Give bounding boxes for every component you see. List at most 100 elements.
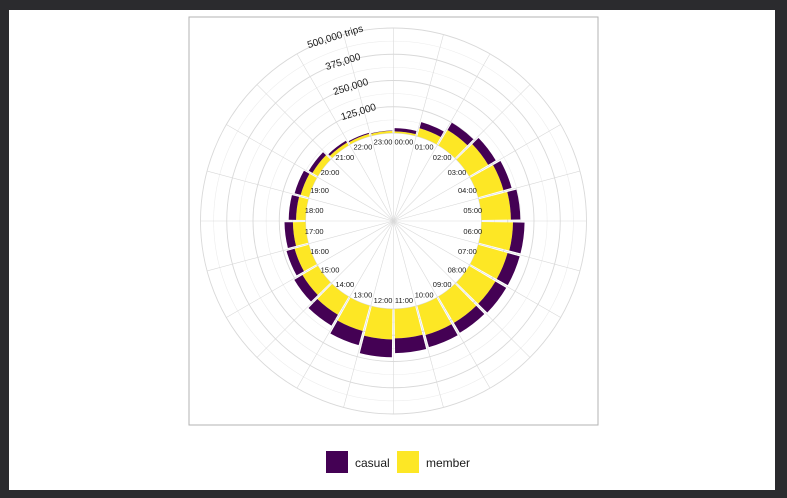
bar-member-01:00 bbox=[417, 128, 441, 145]
hour-label: 10:00 bbox=[415, 291, 434, 300]
hour-label: 04:00 bbox=[458, 186, 477, 195]
bar-casual-07:00 bbox=[496, 253, 520, 286]
legend-label-casual: casual bbox=[355, 456, 390, 470]
grid-spoke bbox=[393, 220, 444, 408]
hour-label: 01:00 bbox=[415, 143, 434, 152]
hour-label: 11:00 bbox=[395, 296, 413, 305]
grid-spoke bbox=[393, 170, 580, 222]
bar-casual-23:00 bbox=[371, 130, 393, 134]
hour-label: 08:00 bbox=[448, 265, 467, 274]
bar-member-08:00 bbox=[456, 265, 496, 304]
hour-label: 18:00 bbox=[305, 206, 324, 215]
hour-label: 15:00 bbox=[321, 265, 340, 274]
grid-spoke bbox=[207, 170, 394, 222]
bar-casual-17:00 bbox=[284, 222, 297, 248]
bar-member-06:00 bbox=[478, 222, 513, 251]
grid-spoke bbox=[393, 84, 531, 222]
bar-member-21:00 bbox=[329, 142, 349, 159]
bar-member-07:00 bbox=[470, 244, 508, 279]
bar-casual-22:00 bbox=[348, 132, 370, 143]
bar-casual-03:00 bbox=[472, 137, 496, 165]
bar-member-09:00 bbox=[438, 283, 477, 323]
grid-spoke bbox=[207, 220, 394, 272]
bar-casual-18:00 bbox=[288, 195, 300, 220]
grid-spoke bbox=[393, 53, 491, 222]
bar-casual-11:00 bbox=[394, 334, 427, 354]
bar-casual-21:00 bbox=[328, 140, 347, 156]
bar-member-03:00 bbox=[456, 144, 489, 177]
legend-key-member bbox=[397, 451, 419, 473]
bar-casual-09:00 bbox=[453, 305, 485, 333]
bar-casual-01:00 bbox=[419, 122, 444, 137]
grid-spoke bbox=[343, 34, 394, 222]
hour-label: 21:00 bbox=[335, 153, 354, 162]
grid-spoke bbox=[256, 220, 394, 358]
legend-label-member: member bbox=[426, 456, 470, 470]
bars-layer bbox=[284, 122, 525, 358]
bar-casual-16:00 bbox=[286, 248, 304, 276]
hour-label: 14:00 bbox=[335, 280, 354, 289]
bar-casual-06:00 bbox=[509, 222, 525, 254]
bar-casual-08:00 bbox=[478, 281, 507, 313]
bar-member-22:00 bbox=[349, 133, 370, 145]
bar-member-05:00 bbox=[478, 191, 511, 220]
hour-label: 06:00 bbox=[463, 227, 482, 236]
bar-casual-20:00 bbox=[308, 152, 327, 173]
legend: casual member bbox=[326, 451, 470, 473]
grid-spoke bbox=[393, 220, 531, 358]
bar-member-19:00 bbox=[300, 173, 317, 198]
bar-member-00:00 bbox=[394, 131, 416, 136]
hour-label: 16:00 bbox=[310, 247, 329, 256]
hour-label: 12:00 bbox=[374, 296, 393, 305]
hour-label: 00:00 bbox=[395, 137, 414, 146]
grid-layer bbox=[200, 27, 587, 415]
hour-label: 09:00 bbox=[433, 280, 452, 289]
hour-label: 03:00 bbox=[448, 168, 467, 177]
bar-casual-14:00 bbox=[308, 298, 338, 326]
bar-member-11:00 bbox=[394, 306, 423, 339]
grid-spoke bbox=[226, 124, 394, 222]
legend-key-casual bbox=[326, 451, 348, 473]
bar-casual-02:00 bbox=[447, 122, 474, 146]
bar-casual-10:00 bbox=[425, 324, 458, 348]
hour-label: 13:00 bbox=[353, 291, 372, 300]
bar-member-23:00 bbox=[371, 130, 393, 136]
bar-member-02:00 bbox=[438, 129, 468, 159]
grid-spoke bbox=[256, 84, 394, 222]
grid-spoke bbox=[226, 220, 394, 318]
grid-spoke bbox=[343, 220, 394, 408]
bar-member-04:00 bbox=[470, 165, 504, 198]
bar-member-14:00 bbox=[317, 283, 349, 315]
bar-casual-00:00 bbox=[394, 128, 417, 135]
chart-frame: 00:00 01:00 02:00 03:00 04:00 05:00 06:00 07:00… bbox=[9, 10, 775, 490]
grid-spoke bbox=[296, 220, 394, 389]
bar-member-17:00 bbox=[292, 222, 309, 246]
bar-member-13:00 bbox=[337, 297, 370, 331]
hour-label: 17:00 bbox=[305, 227, 324, 236]
hour-label: 19:00 bbox=[310, 186, 329, 195]
hour-label: 23:00 bbox=[374, 137, 393, 146]
grid-spoke bbox=[296, 53, 394, 222]
hour-label: 05:00 bbox=[463, 206, 482, 215]
bar-member-15:00 bbox=[302, 265, 331, 295]
grid-spoke bbox=[393, 34, 444, 222]
bar-casual-04:00 bbox=[493, 160, 512, 191]
bar-member-12:00 bbox=[364, 306, 393, 340]
hour-label: 07:00 bbox=[458, 247, 477, 256]
bar-member-20:00 bbox=[312, 155, 331, 177]
bar-casual-13:00 bbox=[330, 320, 363, 346]
grid-spoke bbox=[393, 124, 561, 222]
bar-casual-19:00 bbox=[294, 170, 310, 195]
grid-spoke bbox=[393, 220, 561, 318]
bar-member-10:00 bbox=[417, 297, 452, 336]
bar-member-16:00 bbox=[294, 244, 317, 272]
bar-casual-05:00 bbox=[507, 189, 521, 220]
grid-spoke bbox=[393, 220, 580, 272]
hour-label: 20:00 bbox=[321, 168, 340, 177]
bar-casual-15:00 bbox=[294, 275, 318, 302]
grid-spoke bbox=[393, 220, 491, 389]
bar-member-18:00 bbox=[296, 196, 309, 220]
hour-label: 22:00 bbox=[353, 143, 372, 152]
